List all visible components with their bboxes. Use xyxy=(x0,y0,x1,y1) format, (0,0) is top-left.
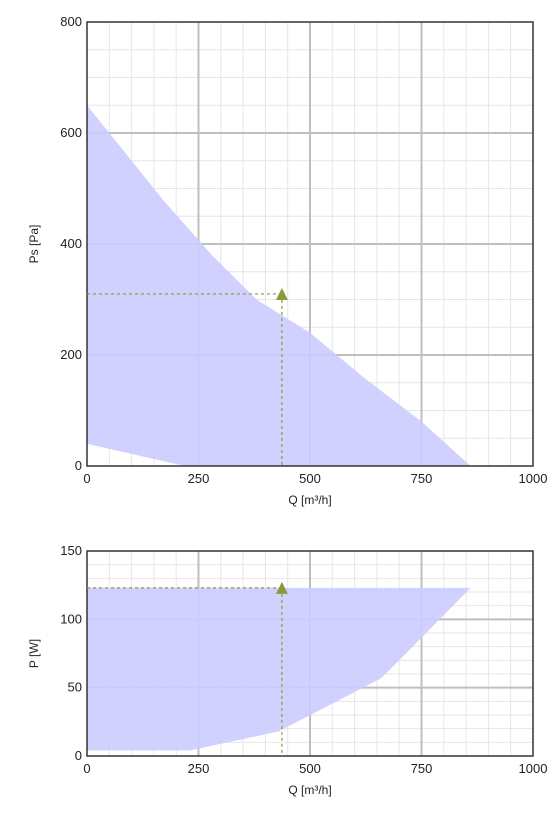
y-tick-label: 50 xyxy=(68,680,82,695)
y-tick-label: 100 xyxy=(60,611,82,626)
plot-frame xyxy=(86,550,534,757)
chart-2: 0 250 500 750 1000 0 50 100 150 Q [m³/h] P [W] xyxy=(27,543,547,797)
y-tick-label: 400 xyxy=(60,236,82,251)
operating-region xyxy=(87,587,471,751)
x-tick-label: 250 xyxy=(188,471,210,486)
x-tick-label: 500 xyxy=(299,761,321,776)
y-axis-label: P [W] xyxy=(27,639,41,668)
operating-region xyxy=(87,105,471,466)
x-tick-label: 750 xyxy=(411,471,433,486)
chart-1: 0 250 500 750 1000 0 200 400 600 800 Q [m³/h] Ps [P… xyxy=(27,14,547,507)
y-tick-label: 0 xyxy=(75,458,82,473)
x-axis-label: Q [m³/h] xyxy=(288,493,331,507)
x-tick-label: 0 xyxy=(83,761,90,776)
x-tick-label: 250 xyxy=(188,761,210,776)
y-tick-label: 150 xyxy=(60,543,82,558)
x-axis-label: Q [m³/h] xyxy=(288,783,331,797)
y-tick-label: 600 xyxy=(60,125,82,140)
x-tick-label: 1000 xyxy=(519,761,548,776)
x-tick-label: 750 xyxy=(411,761,433,776)
x-tick-label: 1000 xyxy=(519,471,548,486)
plot-frame xyxy=(86,21,534,467)
y-tick-label: 0 xyxy=(75,748,82,763)
operating-point-marker xyxy=(275,581,288,594)
x-tick-label: 500 xyxy=(299,471,321,486)
y-axis-label: Ps [Pa] xyxy=(27,225,41,264)
operating-point-marker xyxy=(275,287,288,300)
y-tick-label: 200 xyxy=(60,347,82,362)
y-tick-label: 800 xyxy=(60,14,82,29)
x-tick-label: 0 xyxy=(83,471,90,486)
